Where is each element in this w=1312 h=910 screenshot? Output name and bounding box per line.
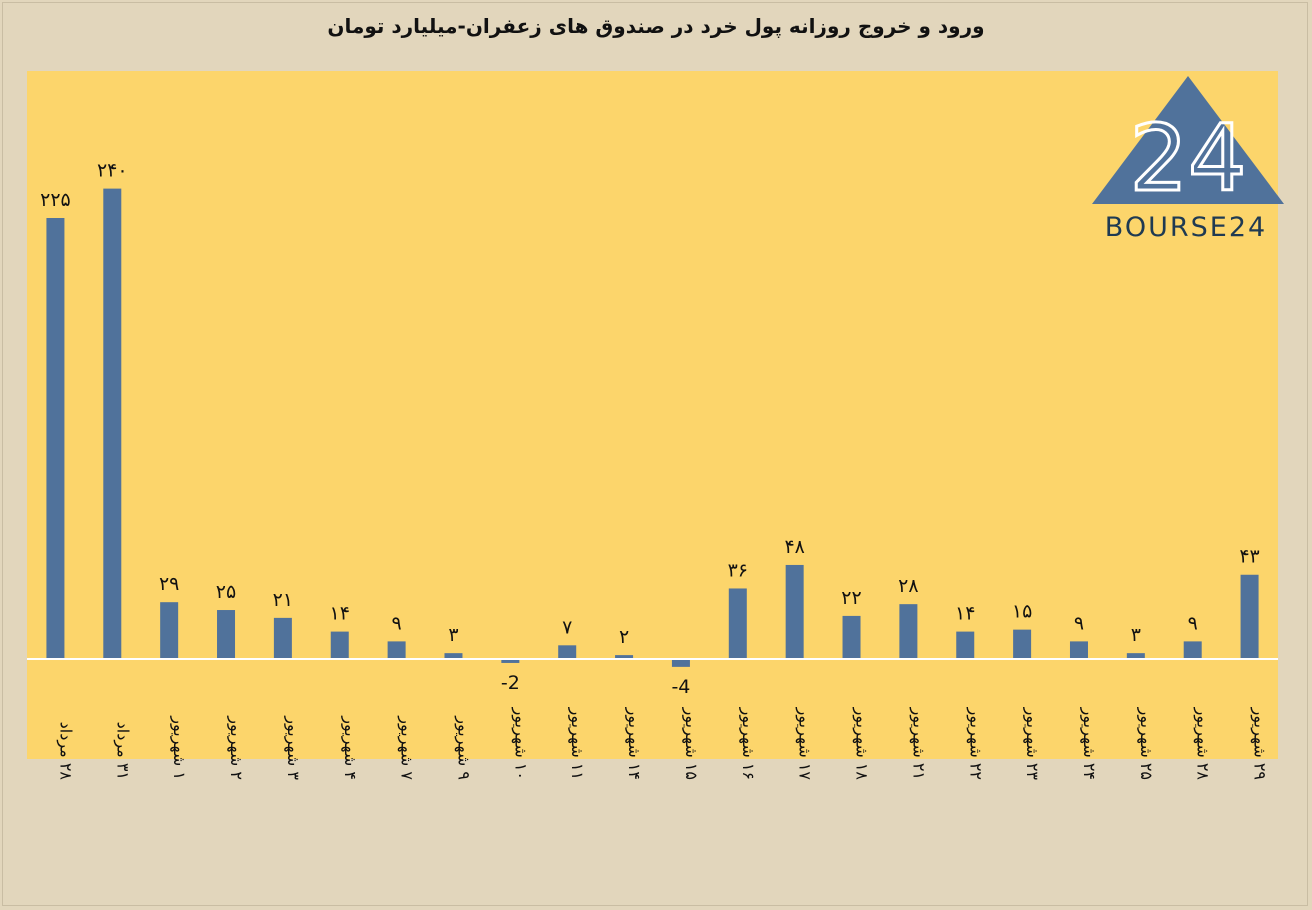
bar <box>899 604 918 660</box>
bar <box>785 564 804 660</box>
x-tick-label: ۱۶ شهریور <box>738 707 758 780</box>
bar <box>160 602 179 660</box>
logo-mark: 24 <box>1129 105 1246 212</box>
bar <box>558 645 577 660</box>
data-label: ۴۸ <box>784 536 804 558</box>
data-label: ۱۵ <box>1012 601 1032 623</box>
data-label: ۳ <box>1131 624 1141 646</box>
bar <box>444 653 463 660</box>
data-label: -4 <box>671 676 690 698</box>
x-tick-label: ۲۵ شهریور <box>1136 707 1156 780</box>
x-tick-label: ۹ شهریور <box>453 715 473 780</box>
data-label: ۲۲ <box>841 587 861 609</box>
data-label: ۴۳ <box>1239 546 1259 568</box>
bar <box>46 218 65 660</box>
x-tick-label: ۲۱ شهریور <box>908 707 928 780</box>
chart-title: ورود و خروج روزانه پول خرد در صندوق های … <box>327 14 985 38</box>
x-tick-label: ۲۸ مرداد <box>55 722 75 781</box>
data-label: ۲۴۰ <box>97 160 128 182</box>
x-tick-label: ۳۱ مرداد <box>112 722 132 780</box>
x-tick-label: ۳ شهریور <box>283 715 303 780</box>
bar <box>728 588 747 660</box>
data-label: ۲۲۵ <box>40 189 71 211</box>
x-tick-label: ۲۲ شهریور <box>965 707 985 780</box>
data-label: ۲۹ <box>159 573 179 595</box>
bar <box>273 617 292 660</box>
bar <box>501 659 520 663</box>
logo-text: BOURSE24 <box>1104 212 1268 243</box>
x-tick-label: ۷ شهریور <box>397 715 417 780</box>
bar <box>842 615 861 660</box>
data-label: ۹ <box>1074 612 1084 634</box>
bar <box>387 641 406 660</box>
bar <box>615 655 634 660</box>
x-tick-label: ۱۵ شهریور <box>681 707 701 780</box>
data-label: -2 <box>501 672 520 694</box>
bar <box>103 188 122 660</box>
bar <box>217 610 236 660</box>
data-label: ۳ <box>448 624 458 646</box>
data-label: ۲۵ <box>216 581 236 603</box>
x-tick-label: ۲۹ شهریور <box>1250 707 1270 780</box>
data-label: ۱۴ <box>330 603 350 625</box>
x-tick-label: ۱۰ شهریور <box>510 707 530 780</box>
x-tick-label: ۱۸ شهریور <box>852 707 872 781</box>
bar <box>1013 629 1032 660</box>
data-label: ۳۶ <box>728 559 748 581</box>
x-tick-label: ۲۸ شهریور <box>1193 707 1213 781</box>
x-tick-label: ۴ شهریور <box>340 715 360 780</box>
x-tick-label: ۱۴ شهریور <box>624 707 644 780</box>
bourse24-logo-icon: 24 <box>1092 76 1284 214</box>
data-label: ۲ <box>619 626 629 648</box>
data-label: ۲۸ <box>898 575 918 597</box>
data-label: ۹ <box>1188 612 1198 634</box>
x-tick-label: ۲۳ شهریور <box>1022 707 1042 781</box>
bar <box>1183 641 1202 660</box>
x-tick-label: ۲۴ شهریور <box>1079 707 1099 780</box>
bar <box>1240 574 1259 660</box>
plot-area <box>27 71 1278 759</box>
x-tick-label: ۱ شهریور <box>169 715 189 780</box>
x-tick-label: ۱۱ شهریور <box>567 707 587 780</box>
data-label: ۱۴ <box>955 603 975 625</box>
data-label: ۷ <box>562 616 572 638</box>
bar <box>671 659 690 667</box>
bar <box>330 631 349 660</box>
bar <box>1126 653 1145 660</box>
data-label: ۲۱ <box>273 589 293 611</box>
bar <box>956 631 975 660</box>
x-tick-label: ۲ شهریور <box>226 715 246 780</box>
x-tick-label: ۱۷ شهریور <box>795 707 815 781</box>
data-label: ۹ <box>392 612 402 634</box>
bar <box>1069 641 1088 660</box>
